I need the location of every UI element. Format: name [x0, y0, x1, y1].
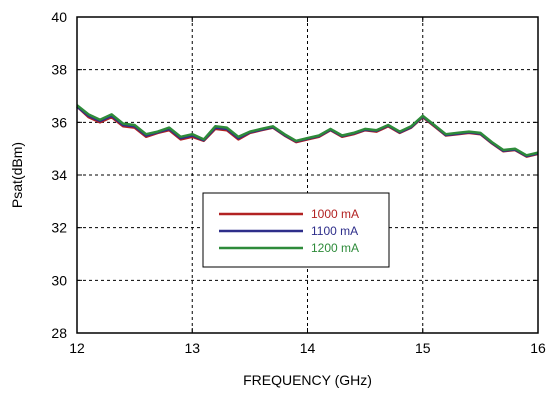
legend: 1000 mA 1100 mA 1200 mA — [202, 192, 390, 268]
y-tick-label: 28 — [51, 325, 67, 341]
y-axis-label: Psat(dBm) — [9, 142, 25, 208]
y-tick-label: 36 — [51, 114, 67, 130]
legend-label: 1000 mA — [311, 207, 359, 221]
x-tick-label: 16 — [530, 340, 546, 356]
x-tick-label: 12 — [69, 340, 85, 356]
y-tick-label: 32 — [51, 220, 67, 236]
y-tick-label: 30 — [51, 272, 67, 288]
series-lines — [76, 104, 539, 158]
series-line-3 — [76, 104, 539, 157]
y-tick-label: 40 — [51, 9, 67, 25]
grid-lines — [77, 17, 538, 333]
x-tick-label: 15 — [415, 340, 431, 356]
x-tick-label: 14 — [300, 340, 316, 356]
x-tick-label: 13 — [184, 340, 200, 356]
x-tick-labels: 12 13 14 15 16 — [69, 17, 546, 356]
legend-label: 1200 mA — [311, 241, 359, 255]
y-tick-label: 38 — [51, 62, 67, 78]
y-tick-label: 34 — [51, 167, 67, 183]
legend-label: 1100 mA — [311, 224, 358, 238]
x-axis-label: FREQUENCY (GHz) — [243, 372, 372, 388]
y-tick-labels: 28 30 32 34 36 38 40 — [51, 9, 538, 341]
